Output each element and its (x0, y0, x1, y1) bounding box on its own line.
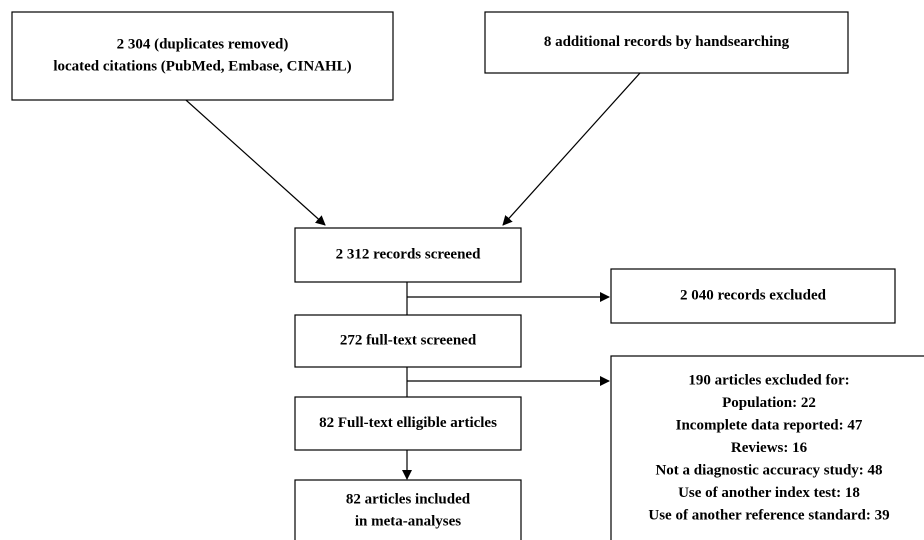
box (610, 268, 896, 324)
arrow (502, 72, 641, 226)
box-label: Use of another index test: 18 (678, 485, 860, 501)
box (484, 11, 849, 74)
box (294, 314, 522, 368)
box (11, 11, 394, 101)
box-label: 82 Full-text elligible articles (319, 415, 497, 431)
box-label: Not a diagnostic accuracy study: 48 (655, 462, 882, 478)
box-label: Use of another reference standard: 39 (648, 507, 889, 523)
box (610, 355, 924, 540)
box-label: located citations (PubMed, Embase, CINAH… (53, 58, 351, 74)
box-label: Incomplete data reported: 47 (676, 417, 863, 433)
box-label: 190 articles excluded for: (688, 372, 849, 388)
box (294, 396, 522, 451)
box-label: Population: 22 (722, 395, 816, 411)
connectors (176, 72, 641, 480)
box-label: 2 312 records screened (336, 246, 481, 262)
box-label: 8 additional records by handsearching (544, 34, 790, 50)
box-label: 2 040 records excluded (680, 287, 827, 303)
box (294, 479, 522, 540)
box-label: 82 articles included (346, 491, 471, 507)
box (294, 227, 522, 283)
box-label: 272 full-text screened (340, 332, 477, 348)
box-label: in meta-analyses (355, 513, 461, 529)
box-label: 2 304 (duplicates removed) (117, 36, 289, 52)
arrow (176, 91, 326, 226)
box-label: Reviews: 16 (731, 440, 808, 456)
